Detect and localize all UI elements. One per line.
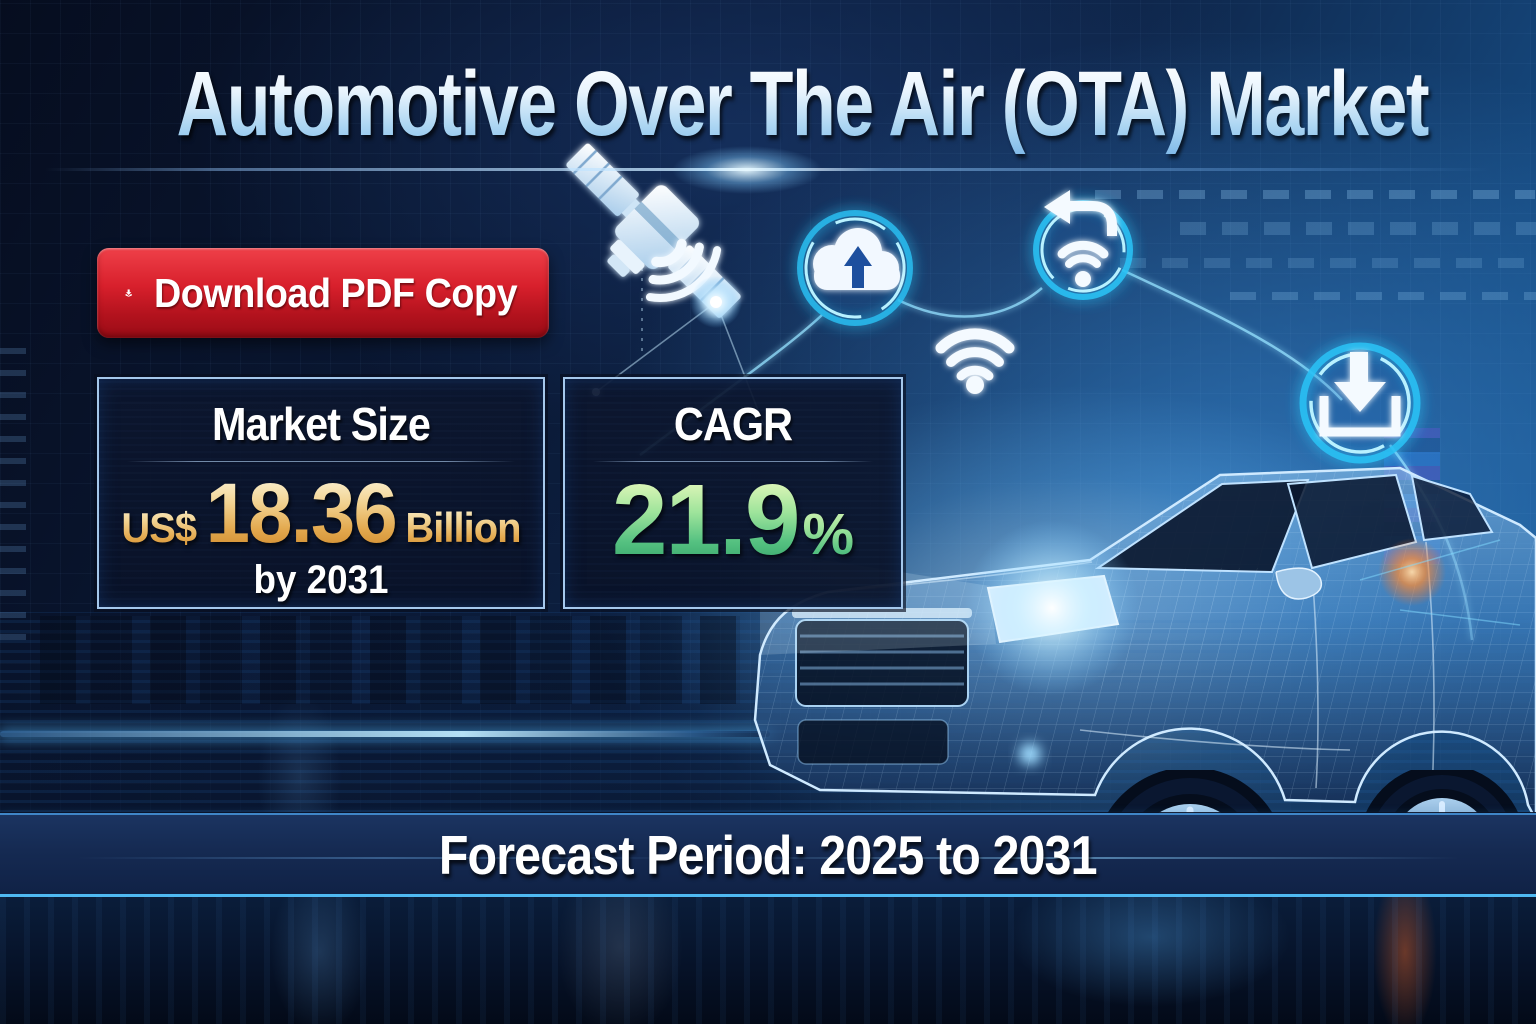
forecast-period-label: Forecast Period: 2025 to 2031 [439,823,1098,886]
download-circle-icon [1299,342,1421,464]
market-size-card: Market Size US$ 18.36 Billion by 2031 [97,377,545,609]
data-dash-row [1095,190,1535,199]
cloud-upload-icon [797,210,913,326]
wet-road [0,897,1536,1024]
download-button-label: Download PDF Copy [154,269,518,316]
side-mirror [1275,567,1323,600]
market-size-heading: Market Size [212,398,431,450]
wifi-rollback-icon [1033,190,1133,300]
data-dash-row [1180,222,1536,235]
cagr-percent-sign: % [802,502,855,567]
data-dash-row [1120,258,1536,268]
cagr-card: CAGR 21.9 % [563,377,903,609]
card-divider [127,461,515,462]
market-size-period: by 2031 [253,558,389,602]
market-size-currency: US$ [121,504,197,551]
market-size-value: 18.36 [205,466,398,560]
banner-streak [0,857,1536,859]
title-divider-flare [672,146,822,194]
market-size-unit: Billion [405,504,521,551]
card-divider [593,461,873,462]
city-silhouette [40,616,740,704]
horizon-glow-line [0,731,770,737]
cagr-value-row: 21.9 % [565,464,901,576]
wifi-icon [935,328,1015,394]
pixel-blocks [1384,428,1440,564]
front-grille [792,608,972,707]
market-size-value-row: US$ 18.36 Billion [110,466,532,560]
data-dash-row [1230,292,1536,300]
fog-light [1019,743,1041,765]
light-streaks [0,612,1536,813]
cagr-value: 21.9 [611,464,801,576]
download-pdf-button[interactable]: Download PDF Copy [97,248,549,338]
road-reflections [0,897,1536,1024]
download-arrow-icon [125,289,132,297]
orange-flare [1378,538,1446,606]
forecast-banner: Forecast Period: 2025 to 2031 [0,813,1536,897]
page-title: Automotive Over The Air (OTA) Market [176,53,1430,155]
cagr-heading: CAGR [673,398,793,450]
edge-ticks [0,340,26,640]
